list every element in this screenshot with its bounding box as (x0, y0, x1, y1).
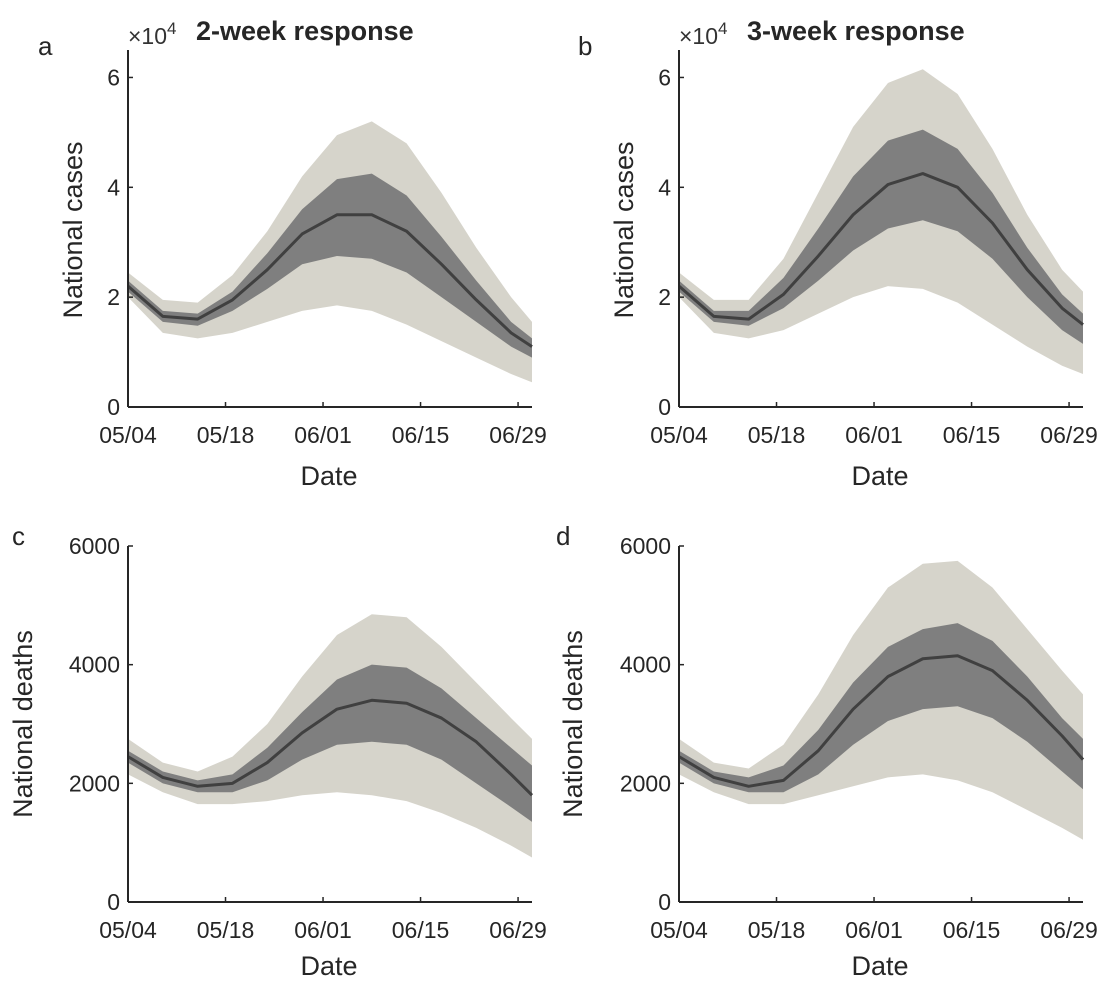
exponent-label: ×104 (128, 19, 176, 49)
x-tick-label: 05/18 (197, 917, 255, 943)
x-tick-label: 06/29 (489, 422, 547, 448)
exponent-label: ×104 (679, 19, 727, 49)
plot-area: 0 2000 4000 6000 05/04 05/18 06/01 06/15 06/29 (620, 533, 1098, 943)
inner-interval-band (679, 129, 1083, 344)
y-tick-label: 0 (107, 889, 120, 915)
y-tick-label: 2000 (69, 770, 120, 796)
median-line (127, 698, 534, 797)
panel-label: a (38, 31, 53, 61)
x-tick-label: 06/15 (392, 917, 450, 943)
panel-label: b (578, 31, 592, 61)
x-tick-label: 06/15 (392, 422, 450, 448)
y-axis-label: National deaths (8, 630, 38, 818)
x-tick-label: 06/29 (489, 917, 547, 943)
x-tick-label: 06/29 (1040, 917, 1098, 943)
panel-label: d (556, 521, 570, 551)
y-tick-label: 2 (658, 284, 671, 310)
exponent-power: 4 (718, 19, 727, 38)
y-tick-label: 6 (658, 64, 671, 90)
plot-area: 0 2 4 6 05/04 05/18 06/01 06/15 06/29 (99, 50, 547, 448)
y-tick-label: 4000 (620, 652, 671, 678)
y-tick-label: 2000 (620, 770, 671, 796)
y-axis-label: National cases (58, 141, 88, 318)
x-tick-label: 05/04 (99, 917, 157, 943)
panel-b: b ×104 3-week response National cases Da… (578, 16, 1098, 491)
y-tick-label: 6000 (69, 533, 120, 559)
x-tick-label: 06/01 (294, 917, 352, 943)
x-tick-label: 05/04 (99, 422, 157, 448)
x-tick-label: 05/18 (748, 422, 806, 448)
x-axis-label: Date (300, 461, 357, 491)
plot-area: 0 2 4 6 05/04 05/18 06/01 06/15 06/29 (650, 50, 1098, 448)
plot-area: 0 2000 4000 6000 05/04 05/18 06/01 06/15 06/29 (69, 533, 547, 943)
y-tick-label: 2 (107, 284, 120, 310)
y-tick-label: 4000 (69, 652, 120, 678)
y-axis-label: National cases (609, 141, 639, 318)
inner-interval-band (128, 173, 532, 358)
x-tick-label: 05/18 (197, 422, 255, 448)
panel-d: d National deaths Date 0 2000 4000 6000 05/0… (556, 521, 1098, 981)
panel-a: a ×104 2-week response National cases Da… (38, 16, 547, 491)
y-tick-label: 6 (107, 64, 120, 90)
y-tick-label: 4 (658, 174, 671, 200)
exponent-base: ×10 (128, 23, 167, 49)
exponent-power: 4 (167, 19, 176, 38)
y-tick-label: 0 (107, 394, 120, 420)
x-tick-label: 06/29 (1040, 422, 1098, 448)
panel-label: c (12, 521, 25, 551)
x-tick-label: 05/04 (650, 917, 708, 943)
x-tick-label: 06/01 (845, 917, 903, 943)
x-tick-label: 06/01 (294, 422, 352, 448)
y-tick-label: 6000 (620, 533, 671, 559)
median-line (127, 213, 533, 348)
x-tick-label: 06/15 (943, 917, 1001, 943)
x-tick-label: 06/01 (845, 422, 903, 448)
y-axis-label: National deaths (558, 630, 588, 818)
x-tick-label: 05/18 (748, 917, 806, 943)
chart-title: 2-week response (196, 16, 414, 46)
chart-title: 3-week response (747, 16, 965, 46)
y-tick-label: 0 (658, 394, 671, 420)
median-line (678, 172, 1084, 326)
exponent-base: ×10 (679, 23, 718, 49)
y-tick-label: 0 (658, 889, 671, 915)
x-axis-label: Date (851, 461, 908, 491)
x-axis-label: Date (300, 951, 357, 981)
x-axis-label: Date (851, 951, 908, 981)
x-tick-label: 05/04 (650, 422, 708, 448)
panel-c: c National deaths Date 0 2000 4000 6000 05/0… (8, 521, 547, 981)
y-tick-label: 4 (107, 174, 120, 200)
median-line (678, 654, 1085, 788)
x-tick-label: 06/15 (943, 422, 1001, 448)
